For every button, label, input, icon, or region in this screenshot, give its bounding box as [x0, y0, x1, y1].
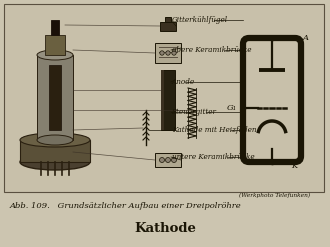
Bar	[161, 70, 164, 130]
Text: Abb. 109.   Grundsätzlicher Aufbau einer Dreipolröhre: Abb. 109. Grundsätzlicher Aufbau einer D…	[10, 202, 242, 210]
Circle shape	[159, 158, 164, 163]
Ellipse shape	[20, 133, 90, 147]
Text: Gitterkühlfügel: Gitterkühlfügel	[172, 16, 228, 24]
Bar	[37, 55, 73, 140]
Bar	[4, 4, 324, 192]
Bar	[155, 153, 181, 167]
Ellipse shape	[20, 154, 90, 170]
Text: untere Keramikbrücke: untere Keramikbrücke	[172, 153, 255, 161]
Text: Kathode: Kathode	[134, 222, 196, 235]
Text: A: A	[303, 34, 309, 42]
Text: K: K	[291, 162, 297, 170]
Circle shape	[160, 51, 164, 55]
Circle shape	[166, 51, 170, 55]
Bar	[160, 22, 176, 31]
Bar	[20, 140, 90, 162]
Text: Steuergitter: Steuergitter	[172, 108, 217, 116]
Bar	[49, 65, 61, 130]
Bar	[165, 17, 171, 22]
Text: G₁: G₁	[227, 104, 237, 112]
Circle shape	[172, 158, 177, 163]
Text: Kathode mit Heizfaden: Kathode mit Heizfaden	[172, 126, 256, 134]
Bar	[155, 43, 181, 63]
Text: Anode: Anode	[172, 78, 195, 86]
Circle shape	[166, 158, 171, 163]
Bar	[51, 20, 59, 35]
Ellipse shape	[37, 50, 73, 60]
Text: (Werkphoto Telefunken): (Werkphoto Telefunken)	[239, 193, 310, 198]
Bar	[161, 70, 175, 130]
Circle shape	[172, 51, 176, 55]
Ellipse shape	[37, 135, 73, 145]
Bar	[45, 35, 65, 55]
Text: obere Keramikbrücke: obere Keramikbrücke	[172, 46, 251, 54]
